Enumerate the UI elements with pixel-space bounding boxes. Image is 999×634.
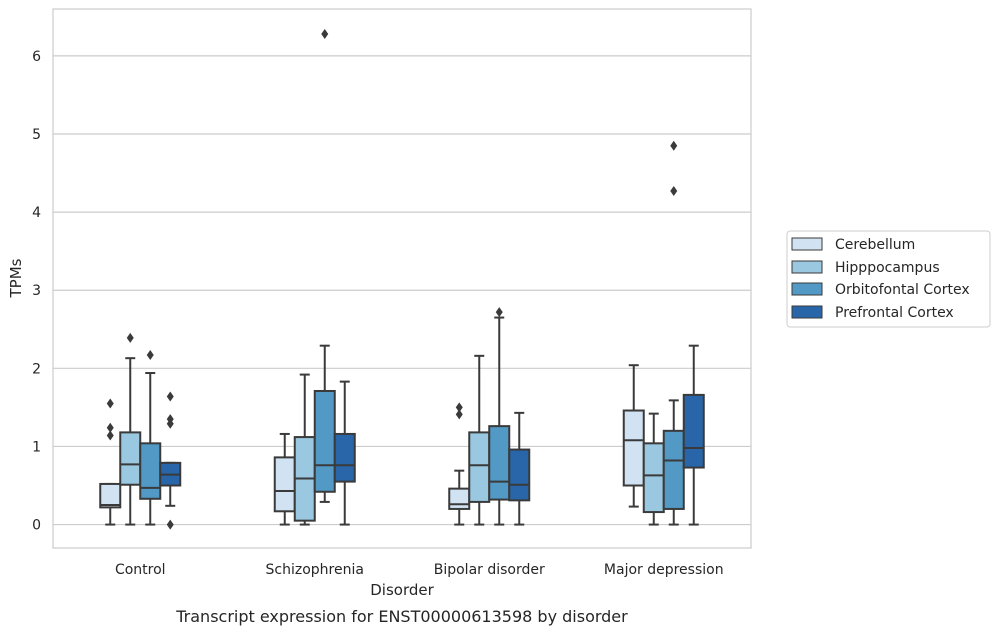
- box-iqr: [119, 431, 142, 486]
- legend-label-hippocampus: Hipppocampus: [835, 260, 940, 276]
- outlier-point: [321, 28, 329, 39]
- outlier-point: [146, 350, 154, 361]
- box-cerebellum-schizophrenia: [273, 432, 296, 526]
- legend-frame: [786, 230, 991, 328]
- y-axis-title: TPMs: [7, 258, 25, 298]
- legend-item-orbitofrontal-cortex: Orbitofontal Cortex: [791, 282, 970, 298]
- x-tick-label: Major depression: [604, 562, 724, 578]
- y-tick-label: 4: [32, 205, 41, 221]
- box-iqr: [313, 389, 336, 493]
- legend-label-cerebellum: Cerebellum: [835, 237, 915, 253]
- outlier-point: [166, 519, 174, 530]
- x-tick-label: Control: [115, 562, 166, 578]
- y-tick-label: 3: [32, 283, 41, 299]
- box-iqr: [682, 393, 705, 469]
- legend-swatch-orbitofrontal-cortex: [791, 282, 823, 296]
- box-prefrontal-cortex-control: [159, 391, 182, 530]
- x-tick-label: Schizophrenia: [266, 562, 364, 578]
- x-ticks: Control Schizophrenia Bipolar disorder Majo…: [115, 562, 724, 578]
- chart-caption: Transcript expression for ENST0000061359…: [175, 607, 628, 626]
- legend-label-orbitofrontal-cortex: Orbitofontal Cortex: [835, 282, 970, 298]
- legend-swatch-cerebellum: [791, 237, 823, 251]
- y-tick-label: 1: [32, 439, 41, 455]
- legend-item-cerebellum: Cerebellum: [791, 237, 915, 253]
- box-orbitofontal-cortex-major-depression: [662, 140, 685, 526]
- box-iqr: [333, 432, 356, 483]
- outlier-point: [455, 409, 463, 420]
- box-iqr: [642, 442, 665, 514]
- legend: Cerebellum Hipppocampus Orbitofontal Cor…: [786, 230, 991, 328]
- y-ticks: 0 1 2 3 4 5 6: [32, 49, 41, 534]
- outlier-point: [106, 430, 114, 441]
- box-hipppocampus-schizophrenia: [293, 373, 316, 526]
- box-cerebellum-control: [99, 398, 122, 526]
- box-iqr: [508, 448, 531, 502]
- box-hipppocampus-bipolar-disorder: [468, 354, 491, 526]
- box-orbitofontal-cortex-control: [139, 350, 162, 526]
- box-orbitofontal-cortex-schizophrenia: [313, 28, 336, 503]
- gridlines: [53, 55, 751, 526]
- box-iqr: [622, 409, 645, 487]
- outlier-point: [126, 332, 134, 343]
- outlier-point: [670, 186, 678, 197]
- legend-item-prefrontal-cortex: Prefrontal Cortex: [791, 305, 954, 321]
- box-orbitofontal-cortex-bipolar-disorder: [488, 307, 511, 526]
- box-cerebellum-major-depression: [622, 364, 645, 508]
- outlier-point: [670, 140, 678, 151]
- legend-label-prefrontal-cortex: Prefrontal Cortex: [835, 305, 954, 321]
- box-iqr: [662, 429, 685, 510]
- outlier-point: [166, 414, 174, 425]
- box-iqr: [139, 442, 162, 500]
- box-cerebellum-bipolar-disorder: [448, 402, 471, 526]
- outlier-point: [495, 307, 503, 318]
- x-tick-label: Bipolar disorder: [434, 562, 545, 578]
- legend-swatch-hippocampus: [791, 260, 823, 274]
- box-prefrontal-cortex-schizophrenia: [333, 380, 356, 526]
- outlier-point: [106, 398, 114, 409]
- box-iqr: [468, 431, 491, 503]
- y-tick-label: 2: [32, 361, 41, 377]
- box-iqr: [448, 487, 471, 510]
- outlier-point: [455, 402, 463, 413]
- outlier-point: [166, 391, 174, 402]
- box-hipppocampus-control: [119, 332, 142, 526]
- legend-swatch-prefrontal-cortex: [791, 305, 823, 319]
- plot-frame: [52, 8, 752, 549]
- box-iqr: [488, 425, 511, 501]
- box-iqr: [273, 456, 296, 513]
- x-axis-title: Disorder: [370, 581, 434, 599]
- legend-item-hippocampus: Hipppocampus: [791, 260, 940, 276]
- outlier-point: [106, 422, 114, 433]
- box-iqr: [99, 482, 122, 509]
- box-prefrontal-cortex-major-depression: [682, 344, 705, 526]
- box-layer: [99, 28, 705, 530]
- box-prefrontal-cortex-bipolar-disorder: [508, 411, 531, 526]
- y-tick-label: 6: [32, 49, 41, 65]
- box-hipppocampus-major-depression: [642, 412, 665, 526]
- y-tick-label: 0: [32, 518, 41, 534]
- y-tick-label: 5: [32, 127, 41, 143]
